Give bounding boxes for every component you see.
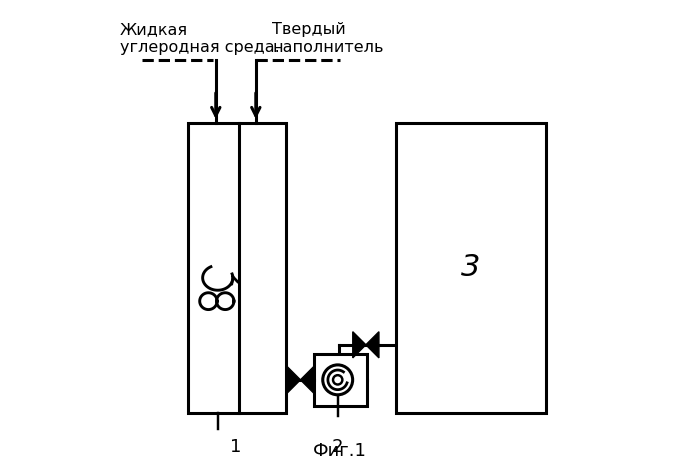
Text: 1: 1 [230, 438, 241, 456]
Circle shape [333, 375, 343, 384]
Polygon shape [301, 367, 314, 393]
Text: Жидкая
углеродная среда.: Жидкая углеродная среда. [120, 23, 280, 55]
Text: Твердый
наполнитель: Твердый наполнитель [273, 23, 384, 55]
Bar [314, 354, 367, 406]
Polygon shape [353, 332, 366, 358]
Circle shape [323, 365, 353, 395]
Polygon shape [287, 367, 301, 393]
Polygon shape [366, 332, 379, 358]
Text: Фиг.1: Фиг.1 [313, 442, 367, 460]
Text: 3: 3 [461, 253, 481, 282]
Bar [188, 123, 287, 413]
Text: 2: 2 [332, 438, 343, 456]
Bar [396, 123, 546, 413]
